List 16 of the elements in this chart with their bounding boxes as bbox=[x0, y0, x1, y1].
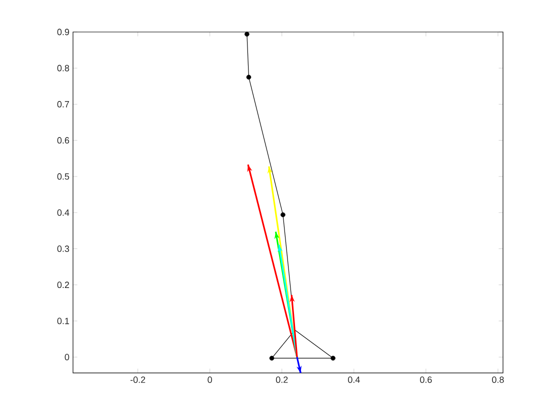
y-tick-label: 0 bbox=[64, 354, 70, 360]
y-tick-label: 0.9 bbox=[57, 28, 70, 36]
x-tick-label: 0 bbox=[208, 376, 212, 383]
x-tick-label: 0.6 bbox=[420, 376, 432, 383]
y-tick-label: 0.1 bbox=[57, 318, 70, 324]
y-tick-label: 0.4 bbox=[57, 209, 70, 216]
x-tick-label: 0.2 bbox=[276, 376, 288, 383]
x-tick-label: 0.4 bbox=[348, 376, 360, 383]
y-tick-label: 0.5 bbox=[57, 173, 70, 180]
y-tick-label: 0.3 bbox=[57, 246, 70, 252]
y-tick-label: 0.8 bbox=[57, 64, 70, 72]
x-tick-label: -0.2 bbox=[130, 376, 146, 383]
y-tick-label: 0.6 bbox=[57, 137, 70, 144]
y-tick-label: 0.2 bbox=[57, 282, 70, 288]
x-tick-label: 0.8 bbox=[492, 376, 504, 383]
y-tick-label: 0.7 bbox=[57, 101, 70, 108]
